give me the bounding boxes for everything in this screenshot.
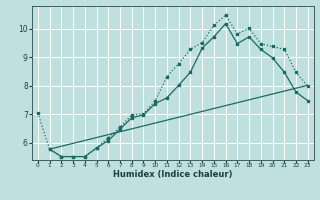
X-axis label: Humidex (Indice chaleur): Humidex (Indice chaleur) bbox=[113, 170, 233, 179]
